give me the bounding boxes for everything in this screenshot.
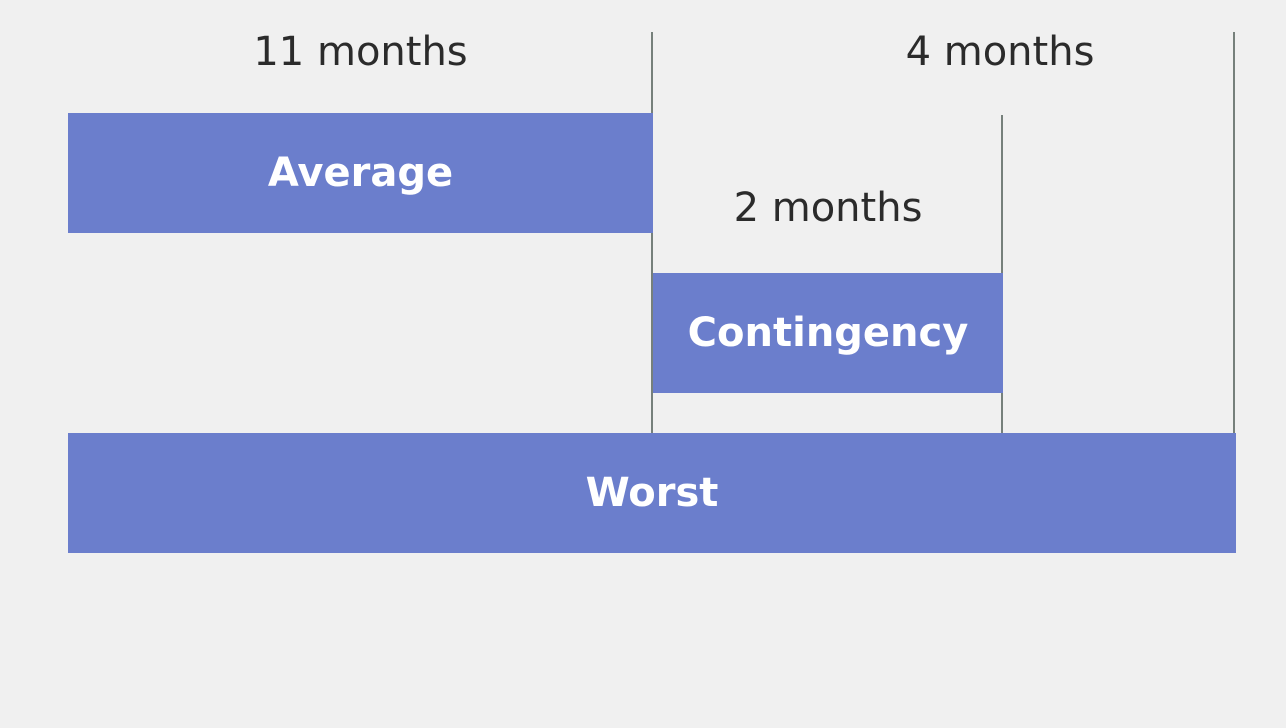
divider-worst-end (1233, 32, 1235, 434)
worst-bar: Worst (68, 433, 1236, 553)
divider-average-end (651, 32, 653, 434)
contingency-duration-label: 2 months (733, 185, 923, 231)
extra-duration-label: 4 months (905, 29, 1095, 75)
average-bar: Average (68, 113, 653, 233)
average-duration-label: 11 months (253, 29, 468, 75)
contingency-bar: Contingency (653, 273, 1003, 393)
